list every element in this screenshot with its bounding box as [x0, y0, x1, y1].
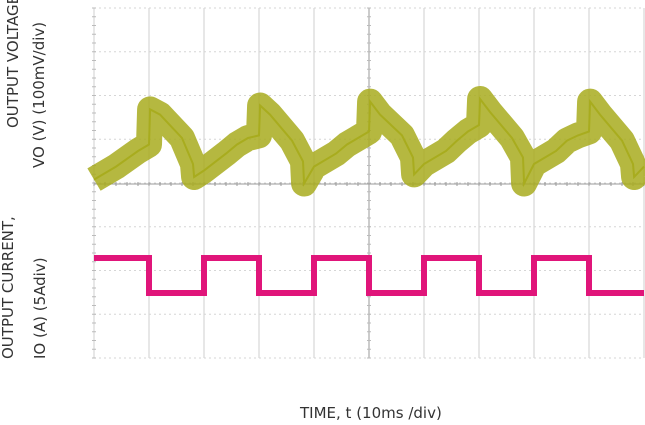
voltage-axis-label-line1: OUTPUT VOLTAGE	[4, 0, 22, 128]
voltage-trace	[87, 86, 645, 197]
time-axis-label: TIME, t (10ms /div)	[300, 404, 442, 422]
current-axis-label-line2: IO (A) (5Adiv)	[31, 257, 49, 359]
voltage-trace-line	[93, 96, 645, 188]
plot-grid	[92, 7, 645, 359]
voltage-axis-label-line2: VO (V) (100mV/div)	[30, 21, 48, 168]
current-trace	[94, 255, 644, 296]
current-axis-label-line1: OUTPUT CURRENT,	[0, 216, 17, 359]
current-trace-line	[94, 255, 644, 296]
